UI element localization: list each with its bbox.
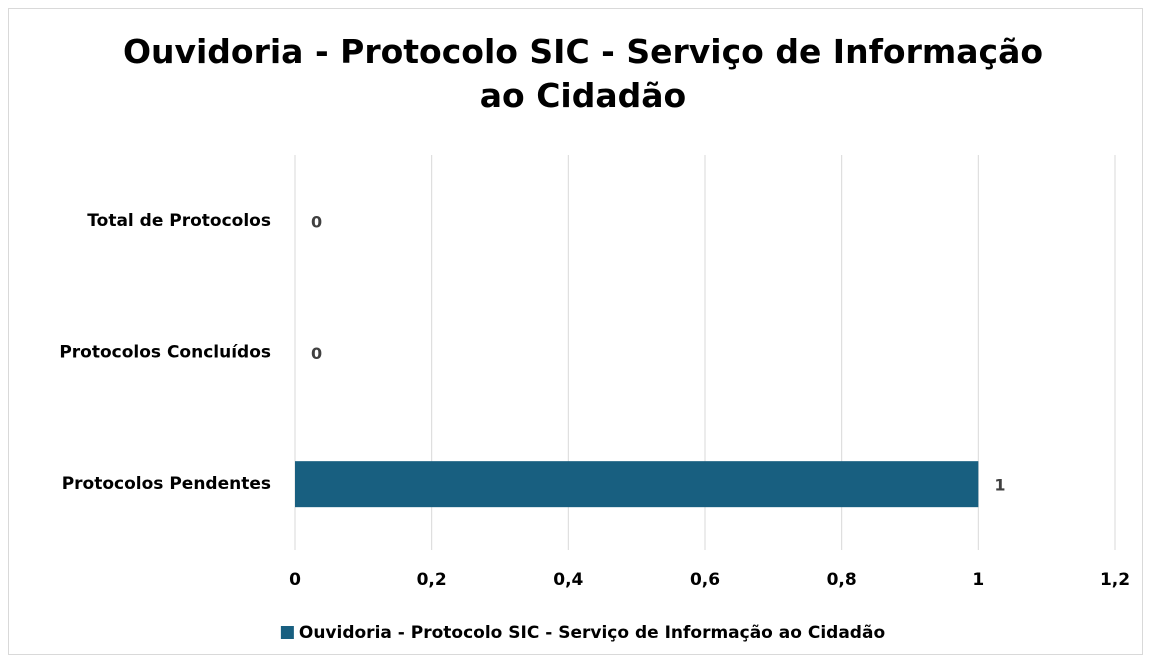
data-label: 0	[311, 344, 322, 363]
y-tick-label: Total de Protocolos	[87, 211, 271, 231]
y-tick-label: Protocolos Concluídos	[59, 343, 271, 363]
x-tick-label: 1,2	[1100, 570, 1130, 590]
x-tick-label: 0,8	[827, 570, 857, 590]
chart-frame	[8, 8, 1143, 655]
legend-swatch	[280, 626, 294, 639]
x-tick-label: 0,2	[417, 570, 447, 590]
x-tick-label: 0,6	[690, 570, 720, 590]
data-label: 1	[994, 476, 1005, 495]
x-tick-label: 0,4	[553, 570, 583, 590]
legend-label: Ouvidoria - Protocolo SIC - Serviço de I…	[299, 623, 885, 643]
bar	[295, 461, 979, 508]
data-label: 0	[311, 212, 322, 231]
chart-title: Ouvidoria - Protocolo SIC - Serviço de I…	[122, 32, 1044, 115]
x-tick-label: 0	[289, 570, 301, 590]
x-tick-label: 1	[972, 570, 984, 590]
y-tick-label: Protocolos Pendentes	[62, 474, 271, 494]
